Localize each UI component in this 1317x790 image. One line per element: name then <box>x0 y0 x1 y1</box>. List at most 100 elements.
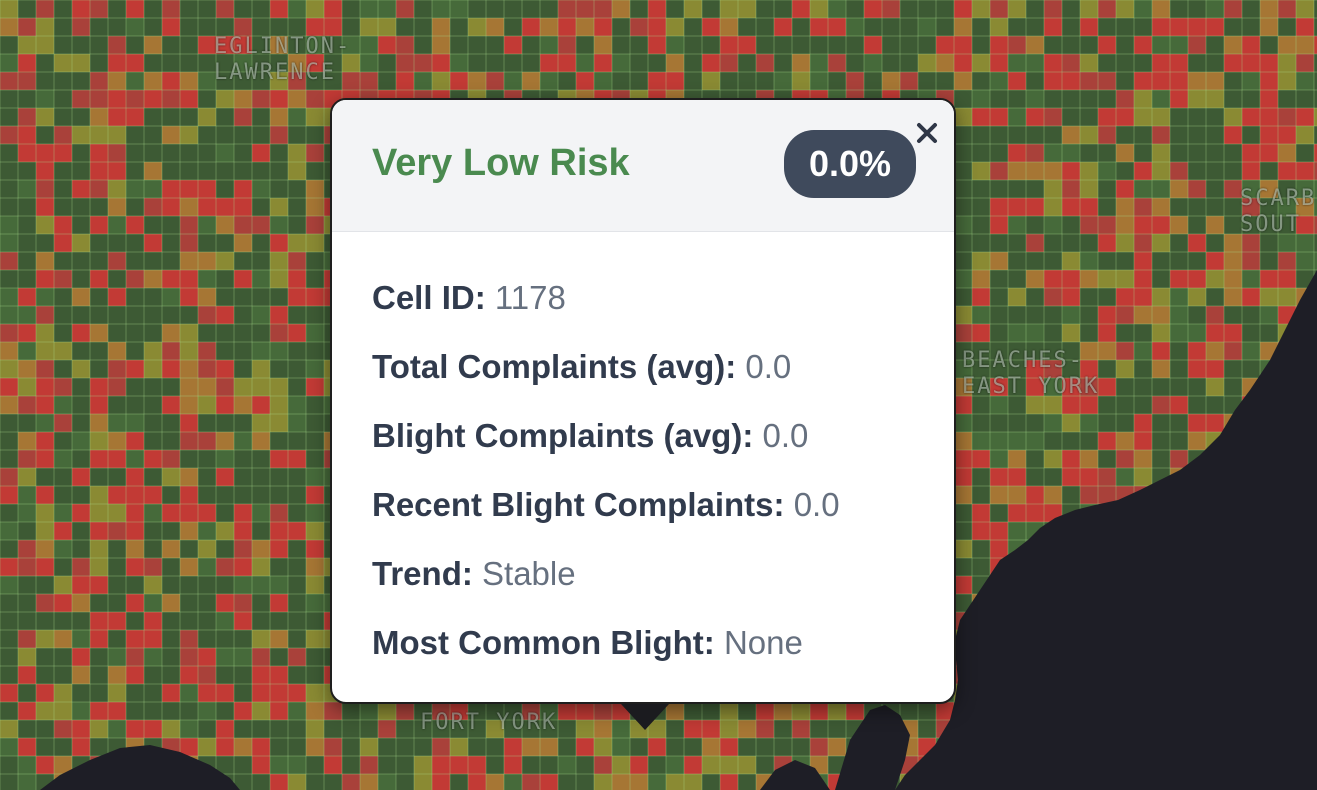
grid-cell[interactable] <box>1170 180 1188 198</box>
grid-cell[interactable] <box>216 216 234 234</box>
grid-cell[interactable] <box>450 702 468 720</box>
grid-cell[interactable] <box>378 702 396 720</box>
grid-cell[interactable] <box>198 342 216 360</box>
grid-cell[interactable] <box>198 522 216 540</box>
grid-cell[interactable] <box>1098 234 1116 252</box>
grid-cell[interactable] <box>396 72 414 90</box>
grid-cell[interactable] <box>180 72 198 90</box>
grid-cell[interactable] <box>1062 252 1080 270</box>
grid-cell[interactable] <box>54 270 72 288</box>
grid-cell[interactable] <box>1116 234 1134 252</box>
grid-cell[interactable] <box>54 720 72 738</box>
grid-cell[interactable] <box>1296 216 1314 234</box>
grid-cell[interactable] <box>144 234 162 252</box>
grid-cell[interactable] <box>0 54 18 72</box>
grid-cell[interactable] <box>1224 324 1242 342</box>
grid-cell[interactable] <box>1152 18 1170 36</box>
grid-cell[interactable] <box>612 774 630 790</box>
grid-cell[interactable] <box>1224 126 1242 144</box>
grid-cell[interactable] <box>126 594 144 612</box>
grid-cell[interactable] <box>18 18 36 36</box>
grid-cell[interactable] <box>1008 36 1026 54</box>
grid-cell[interactable] <box>1260 288 1278 306</box>
grid-cell[interactable] <box>180 360 198 378</box>
grid-cell[interactable] <box>306 108 324 126</box>
grid-cell[interactable] <box>1098 378 1116 396</box>
grid-cell[interactable] <box>72 324 90 342</box>
grid-cell[interactable] <box>270 450 288 468</box>
grid-cell[interactable] <box>396 702 414 720</box>
grid-cell[interactable] <box>126 270 144 288</box>
grid-cell[interactable] <box>1044 360 1062 378</box>
grid-cell[interactable] <box>540 738 558 756</box>
grid-cell[interactable] <box>792 0 810 18</box>
grid-cell[interactable] <box>18 288 36 306</box>
grid-cell[interactable] <box>1098 36 1116 54</box>
grid-cell[interactable] <box>990 468 1008 486</box>
grid-cell[interactable] <box>54 234 72 252</box>
grid-cell[interactable] <box>72 54 90 72</box>
grid-cell[interactable] <box>108 702 126 720</box>
grid-cell[interactable] <box>1296 252 1314 270</box>
grid-cell[interactable] <box>450 54 468 72</box>
grid-cell[interactable] <box>252 414 270 432</box>
grid-cell[interactable] <box>468 72 486 90</box>
grid-cell[interactable] <box>180 180 198 198</box>
grid-cell[interactable] <box>180 720 198 738</box>
grid-cell[interactable] <box>1098 72 1116 90</box>
grid-cell[interactable] <box>324 702 342 720</box>
grid-cell[interactable] <box>810 0 828 18</box>
grid-cell[interactable] <box>468 774 486 790</box>
grid-cell[interactable] <box>234 504 252 522</box>
grid-cell[interactable] <box>1188 324 1206 342</box>
grid-cell[interactable] <box>0 216 18 234</box>
grid-cell[interactable] <box>198 684 216 702</box>
grid-cell[interactable] <box>108 144 126 162</box>
grid-cell[interactable] <box>108 648 126 666</box>
grid-cell[interactable] <box>252 558 270 576</box>
grid-cell[interactable] <box>702 72 720 90</box>
grid-cell[interactable] <box>234 702 252 720</box>
grid-cell[interactable] <box>288 414 306 432</box>
grid-cell[interactable] <box>1080 72 1098 90</box>
grid-cell[interactable] <box>90 720 108 738</box>
grid-cell[interactable] <box>1314 216 1317 234</box>
grid-cell[interactable] <box>1098 432 1116 450</box>
grid-cell[interactable] <box>54 126 72 144</box>
grid-cell[interactable] <box>162 180 180 198</box>
grid-cell[interactable] <box>1098 486 1116 504</box>
grid-cell[interactable] <box>1170 18 1188 36</box>
grid-cell[interactable] <box>1044 144 1062 162</box>
grid-cell[interactable] <box>54 504 72 522</box>
grid-cell[interactable] <box>0 18 18 36</box>
grid-cell[interactable] <box>234 612 252 630</box>
grid-cell[interactable] <box>1242 288 1260 306</box>
grid-cell[interactable] <box>1314 252 1317 270</box>
grid-cell[interactable] <box>990 216 1008 234</box>
grid-cell[interactable] <box>1224 0 1242 18</box>
grid-cell[interactable] <box>306 576 324 594</box>
grid-cell[interactable] <box>216 450 234 468</box>
grid-cell[interactable] <box>1008 108 1026 126</box>
grid-cell[interactable] <box>1296 162 1314 180</box>
grid-cell[interactable] <box>1134 234 1152 252</box>
grid-cell[interactable] <box>1026 486 1044 504</box>
grid-cell[interactable] <box>72 432 90 450</box>
grid-cell[interactable] <box>216 378 234 396</box>
grid-cell[interactable] <box>0 522 18 540</box>
grid-cell[interactable] <box>252 360 270 378</box>
grid-cell[interactable] <box>108 378 126 396</box>
grid-cell[interactable] <box>270 414 288 432</box>
grid-cell[interactable] <box>252 666 270 684</box>
grid-cell[interactable] <box>306 36 324 54</box>
grid-cell[interactable] <box>882 72 900 90</box>
grid-cell[interactable] <box>126 648 144 666</box>
grid-cell[interactable] <box>234 540 252 558</box>
grid-cell[interactable] <box>144 36 162 54</box>
grid-cell[interactable] <box>360 756 378 774</box>
grid-cell[interactable] <box>954 18 972 36</box>
grid-cell[interactable] <box>270 0 288 18</box>
grid-cell[interactable] <box>90 144 108 162</box>
grid-cell[interactable] <box>1026 162 1044 180</box>
grid-cell[interactable] <box>180 414 198 432</box>
